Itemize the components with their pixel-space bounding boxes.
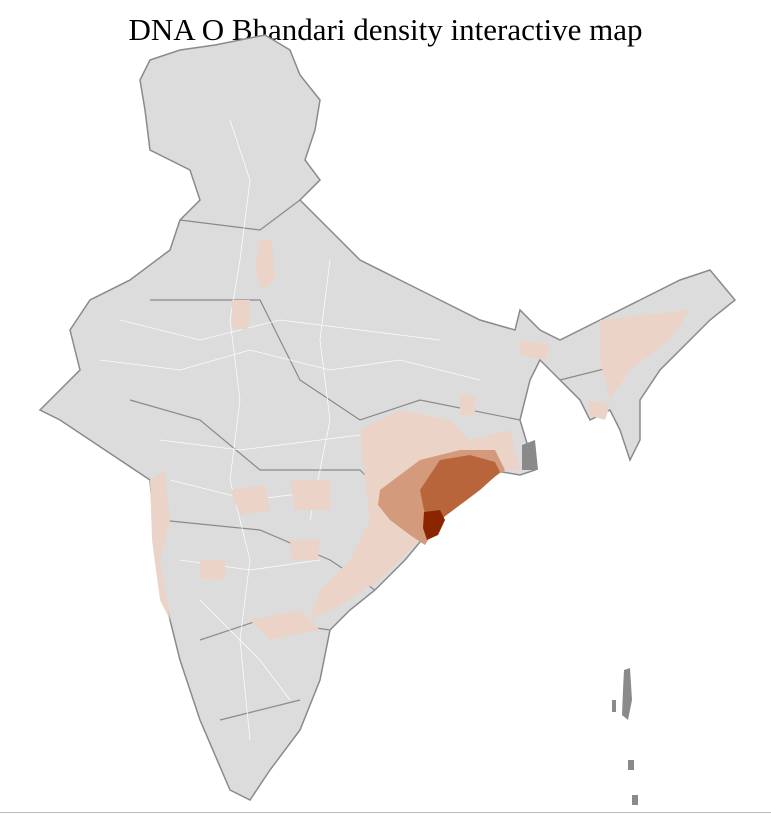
max-density-district[interactable] <box>423 510 445 540</box>
map-title: DNA O Bhandari density interactive map <box>128 12 643 47</box>
high-density-districts[interactable] <box>420 455 500 520</box>
bottom-border <box>0 812 771 813</box>
sundarbans-region <box>522 440 538 470</box>
andaman-islands <box>612 668 638 805</box>
